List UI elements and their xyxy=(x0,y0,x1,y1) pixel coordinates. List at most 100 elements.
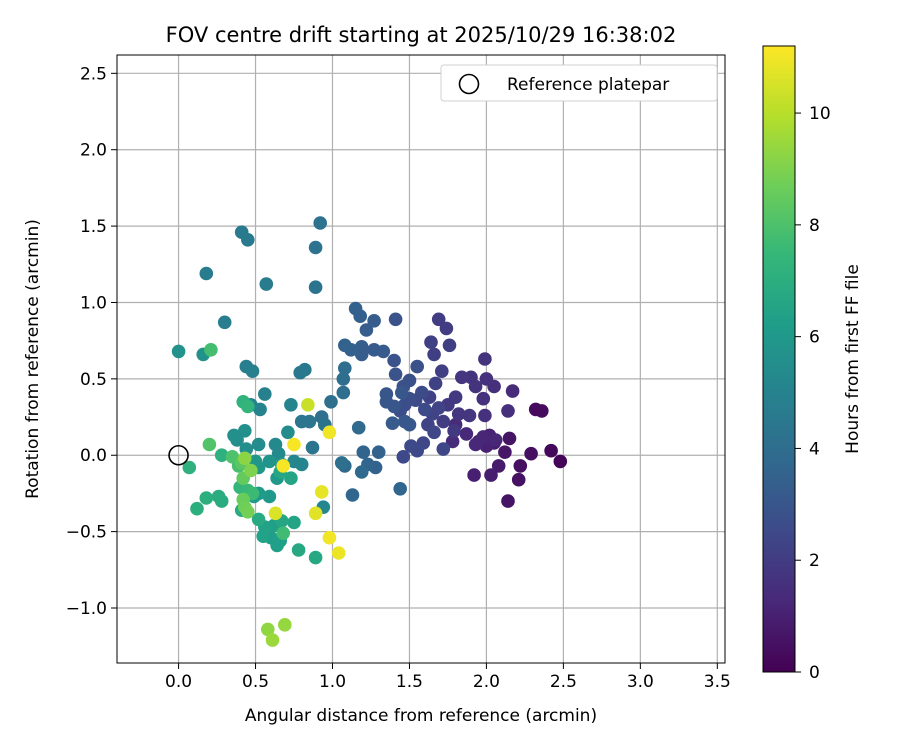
data-point xyxy=(528,402,543,417)
data-point xyxy=(268,506,283,521)
data-point xyxy=(388,312,403,327)
x-tick-label: 1.0 xyxy=(319,672,346,692)
data-point xyxy=(241,399,255,414)
data-point xyxy=(435,364,449,379)
data-point xyxy=(322,530,337,545)
data-point xyxy=(387,353,401,368)
colorbar-tick-label: 2 xyxy=(809,551,820,571)
y-tick-label: 0.0 xyxy=(80,446,107,466)
data-point xyxy=(276,526,291,540)
data-point xyxy=(351,420,366,435)
data-point xyxy=(553,454,568,469)
data-point xyxy=(262,489,277,504)
colorbar-tick-label: 10 xyxy=(809,104,831,124)
colorbar-label: Hours from first FF file xyxy=(843,264,863,454)
data-point xyxy=(427,347,441,362)
data-point xyxy=(322,425,337,440)
data-point xyxy=(488,433,503,447)
data-point xyxy=(271,446,286,461)
data-point xyxy=(308,550,323,565)
data-point xyxy=(410,359,425,374)
data-point xyxy=(308,506,323,521)
data-point xyxy=(505,384,520,398)
y-tick-label: 0.5 xyxy=(80,370,107,390)
x-axis-label: Angular distance from reference (arcmin) xyxy=(245,706,597,726)
data-point xyxy=(190,501,204,516)
x-tick-label: 1.5 xyxy=(396,672,423,692)
data-point xyxy=(462,408,477,423)
y-tick-label: −0.5 xyxy=(66,523,107,543)
data-point xyxy=(294,414,309,429)
data-point xyxy=(251,512,266,527)
data-point xyxy=(338,361,352,376)
data-point xyxy=(501,494,515,508)
scatter-points xyxy=(171,216,568,647)
data-point xyxy=(476,391,491,406)
data-point xyxy=(447,424,461,438)
y-tick-label: 1.5 xyxy=(80,217,107,237)
data-point xyxy=(459,427,474,441)
data-point xyxy=(478,408,492,423)
data-point xyxy=(442,338,457,353)
data-point xyxy=(436,442,451,456)
data-point xyxy=(244,463,258,478)
data-point xyxy=(284,471,298,486)
data-point xyxy=(308,240,323,255)
data-point xyxy=(270,538,284,553)
data-point xyxy=(353,309,368,324)
data-point xyxy=(278,618,292,632)
data-point xyxy=(171,344,186,359)
colorbar-tick-label: 8 xyxy=(809,216,820,236)
y-tick-label: −1.0 xyxy=(66,599,107,619)
data-point xyxy=(298,362,312,377)
data-point xyxy=(436,414,451,429)
data-point xyxy=(385,416,400,431)
data-point xyxy=(513,459,528,473)
x-tick-label: 0.5 xyxy=(242,672,269,692)
data-point xyxy=(424,335,438,350)
legend-box xyxy=(440,64,718,102)
data-point xyxy=(182,460,197,475)
data-point xyxy=(544,443,558,458)
data-point xyxy=(428,376,443,391)
data-point xyxy=(204,343,218,357)
data-point xyxy=(214,448,229,463)
data-point xyxy=(276,459,291,473)
data-point xyxy=(199,266,214,281)
data-point xyxy=(498,445,512,460)
colorbar-tick-label: 0 xyxy=(809,663,820,683)
chart-title: FOV centre drift starting at 2025/10/29 … xyxy=(166,23,677,47)
data-point xyxy=(451,407,466,421)
data-point xyxy=(367,314,381,328)
legend: Reference platepar xyxy=(440,64,718,102)
data-point xyxy=(259,277,274,291)
data-point xyxy=(524,446,538,461)
data-point xyxy=(305,440,320,455)
legend-marker xyxy=(458,73,480,95)
data-point xyxy=(336,385,351,400)
data-point xyxy=(418,402,432,417)
data-point xyxy=(281,425,295,440)
data-point xyxy=(445,434,460,449)
plot-frame xyxy=(116,54,726,664)
data-point xyxy=(241,233,255,247)
data-point xyxy=(478,352,492,366)
data-point xyxy=(217,315,232,330)
data-point xyxy=(402,417,417,432)
data-point xyxy=(265,633,280,647)
data-point xyxy=(338,338,352,353)
y-tick-label: 2.5 xyxy=(80,64,107,84)
colorbar xyxy=(762,45,796,673)
data-point xyxy=(214,494,229,508)
data-point xyxy=(501,404,515,418)
y-axis-label: Rotation from reference (arcmin) xyxy=(23,219,43,499)
data-point xyxy=(393,482,408,496)
data-point xyxy=(479,372,494,386)
plot-area xyxy=(117,55,725,663)
data-point xyxy=(336,372,351,386)
data-point xyxy=(287,437,301,452)
data-point xyxy=(371,445,386,460)
data-point xyxy=(354,465,369,479)
data-point xyxy=(455,370,469,385)
